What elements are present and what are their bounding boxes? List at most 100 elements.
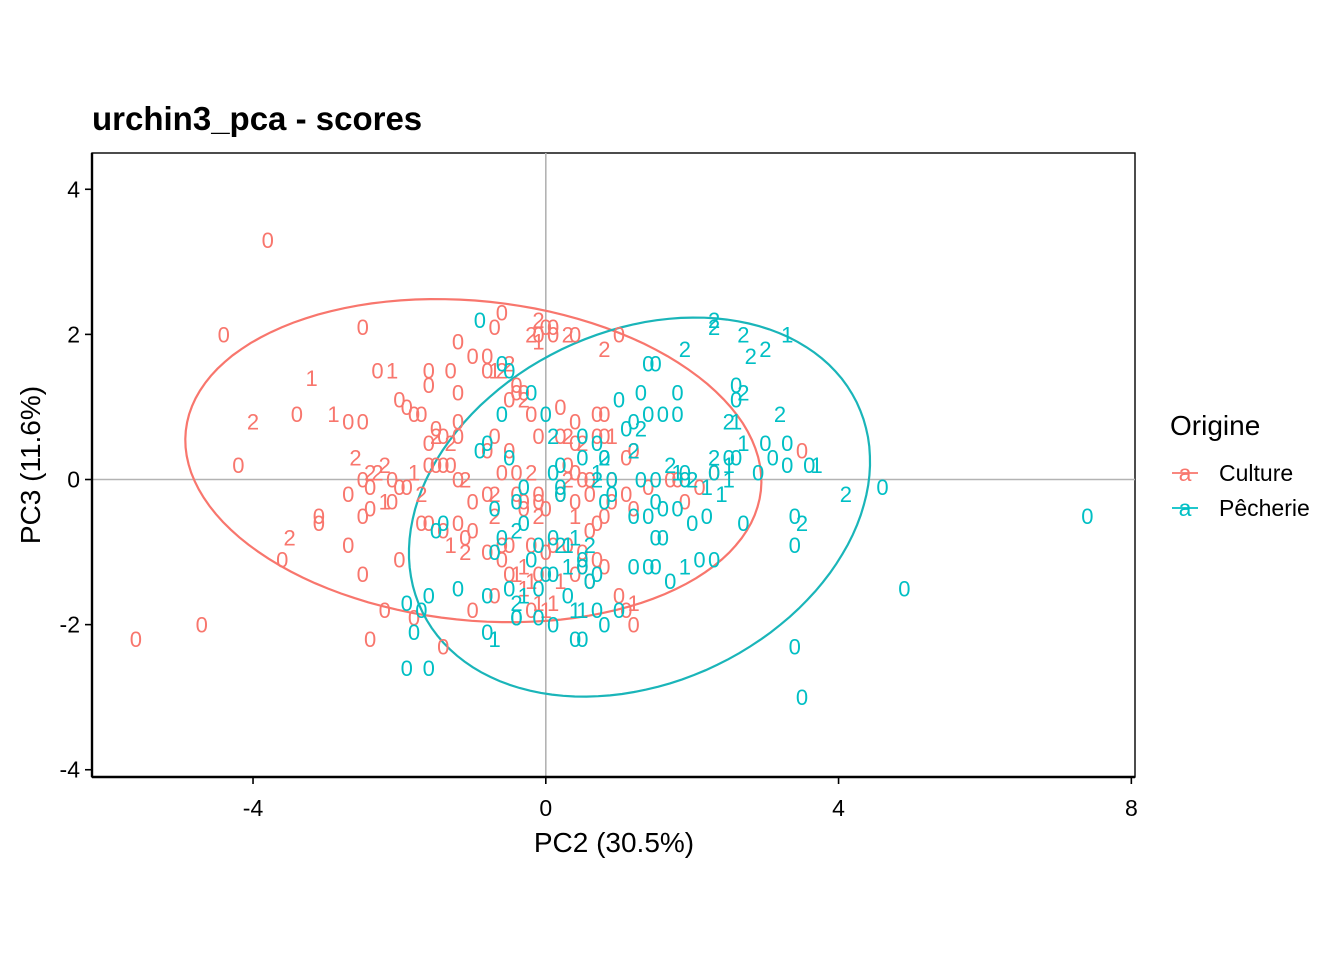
score-point: 0 bbox=[357, 410, 369, 435]
score-point: 0 bbox=[613, 598, 625, 623]
score-point: 0 bbox=[518, 475, 530, 500]
score-point: 0 bbox=[796, 685, 808, 710]
legend-label-pecherie: Pêcherie bbox=[1219, 495, 1310, 521]
score-point: 2 bbox=[635, 417, 647, 442]
legend-item-pecherie: a Pêcherie bbox=[1172, 495, 1310, 521]
score-point: 0 bbox=[423, 584, 435, 609]
score-point: 0 bbox=[510, 380, 522, 405]
score-point: 1 bbox=[701, 475, 713, 500]
score-point: 0 bbox=[364, 627, 376, 652]
score-point: 0 bbox=[525, 402, 537, 427]
score-point: 0 bbox=[679, 468, 691, 493]
score-point: 2 bbox=[708, 315, 720, 340]
chart-title: urchin3_pca - scores bbox=[92, 100, 422, 137]
score-point: 2 bbox=[737, 322, 749, 347]
score-point: 0 bbox=[576, 446, 588, 471]
score-point: 0 bbox=[569, 322, 581, 347]
score-point: 0 bbox=[598, 489, 610, 514]
score-point: 0 bbox=[569, 431, 581, 456]
score-point: 0 bbox=[313, 511, 325, 536]
score-point: 0 bbox=[664, 569, 676, 594]
score-point: 0 bbox=[437, 634, 449, 659]
score-point: 0 bbox=[503, 439, 515, 464]
score-point: 0 bbox=[649, 351, 661, 376]
score-point: 0 bbox=[496, 402, 508, 427]
score-point: 0 bbox=[584, 569, 596, 594]
score-point: 1 bbox=[554, 569, 566, 594]
score-point: 0 bbox=[547, 533, 559, 558]
score-point: 0 bbox=[525, 380, 537, 405]
score-point: 0 bbox=[437, 511, 449, 536]
score-point: 1 bbox=[569, 504, 581, 529]
score-point: 0 bbox=[466, 344, 478, 369]
score-point: 0 bbox=[598, 424, 610, 449]
y-tick-label: 0 bbox=[67, 467, 80, 493]
score-point: 0 bbox=[423, 431, 435, 456]
x-tick-label: -4 bbox=[243, 795, 264, 821]
score-point: 0 bbox=[620, 417, 632, 442]
score-point: 1 bbox=[327, 402, 339, 427]
score-point: 0 bbox=[262, 228, 274, 253]
score-point: 1 bbox=[379, 489, 391, 514]
score-point: 0 bbox=[642, 504, 654, 529]
score-point: 0 bbox=[781, 431, 793, 456]
score-point: 1 bbox=[518, 555, 530, 580]
score-point: 2 bbox=[371, 460, 383, 485]
score-point: 0 bbox=[503, 388, 515, 413]
score-point: 0 bbox=[342, 410, 354, 435]
score-point: 2 bbox=[503, 351, 515, 376]
score-point: 0 bbox=[401, 591, 413, 616]
score-point: 0 bbox=[488, 540, 500, 565]
y-tick-label: -4 bbox=[60, 757, 81, 783]
score-point: 0 bbox=[452, 380, 464, 405]
score-point: 0 bbox=[576, 424, 588, 449]
score-point: 0 bbox=[364, 475, 376, 500]
score-point: 0 bbox=[496, 533, 508, 558]
score-point: 0 bbox=[510, 460, 522, 485]
score-point: 0 bbox=[488, 424, 500, 449]
score-point: 2 bbox=[759, 337, 771, 362]
score-point: 2 bbox=[444, 431, 456, 456]
score-point: 0 bbox=[481, 359, 493, 384]
score-point: 0 bbox=[437, 518, 449, 543]
score-point: 0 bbox=[598, 555, 610, 580]
score-point: 0 bbox=[276, 547, 288, 572]
score-point: 0 bbox=[518, 511, 530, 536]
score-point: 0 bbox=[642, 351, 654, 376]
score-point: 0 bbox=[627, 613, 639, 638]
score-point: 0 bbox=[613, 584, 625, 609]
score-point: 2 bbox=[459, 468, 471, 493]
score-point: 0 bbox=[452, 576, 464, 601]
score-point: 1 bbox=[781, 322, 793, 347]
score-point: 0 bbox=[708, 547, 720, 572]
score-point: 2 bbox=[415, 482, 427, 507]
score-point: 0 bbox=[627, 497, 639, 522]
score-point: 0 bbox=[481, 482, 493, 507]
score-point: 0 bbox=[510, 489, 522, 514]
score-point: 1 bbox=[510, 562, 522, 587]
score-point: 0 bbox=[584, 518, 596, 543]
ellipse-pecherie bbox=[407, 316, 872, 698]
score-point: 0 bbox=[627, 555, 639, 580]
score-point: 0 bbox=[371, 359, 383, 384]
y-axis-label: PC3 (11.6%) bbox=[15, 386, 46, 544]
legend-label-culture: Culture bbox=[1219, 460, 1293, 486]
score-point: 0 bbox=[503, 562, 515, 587]
score-point: 0 bbox=[437, 424, 449, 449]
legend-key-glyph-culture: a bbox=[1179, 460, 1192, 486]
confidence-ellipses bbox=[184, 297, 872, 698]
score-point: 0 bbox=[430, 518, 442, 543]
score-point: 0 bbox=[620, 482, 632, 507]
score-point: 2 bbox=[796, 511, 808, 536]
score-point: 2 bbox=[510, 518, 522, 543]
score-point: 2 bbox=[598, 337, 610, 362]
score-point: 0 bbox=[415, 511, 427, 536]
score-point: 0 bbox=[664, 468, 676, 493]
score-point: 2 bbox=[283, 526, 295, 551]
score-point: 1 bbox=[305, 366, 317, 391]
score-point: 0 bbox=[488, 584, 500, 609]
score-point: 1 bbox=[810, 453, 822, 478]
